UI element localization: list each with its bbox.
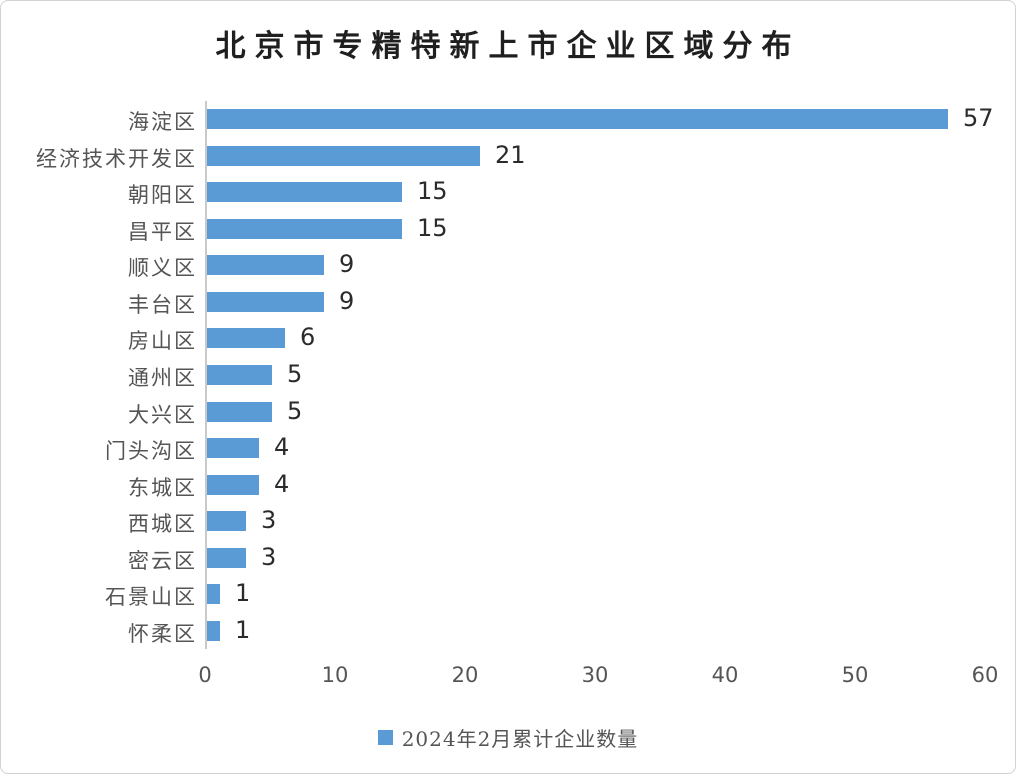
value-label: 1 [235, 579, 251, 608]
category-label: 大兴区 [128, 402, 197, 427]
bar [207, 109, 948, 130]
chart-title: 北京市专精特新上市企业区域分布 [215, 29, 801, 64]
category-label: 海淀区 [128, 110, 197, 135]
value-label: 3 [261, 542, 277, 571]
value-label: 1 [235, 615, 251, 644]
bar [207, 584, 220, 605]
category-label: 顺义区 [128, 256, 197, 281]
bar [207, 364, 272, 385]
category-label: 密云区 [128, 548, 197, 573]
category-label: 房山区 [128, 329, 197, 354]
category-label: 石景山区 [105, 585, 197, 610]
y-axis-line [205, 101, 207, 649]
bar [207, 547, 246, 568]
bar [207, 474, 259, 495]
bar [207, 255, 324, 276]
bar [207, 511, 246, 532]
legend-swatch-icon [377, 730, 393, 745]
value-label: 9 [339, 250, 355, 279]
category-label: 丰台区 [128, 292, 197, 317]
value-label: 15 [417, 213, 448, 242]
category-label: 朝阳区 [128, 183, 197, 208]
x-tick-label: 0 [198, 663, 212, 687]
bar [207, 401, 272, 422]
value-label: 5 [287, 396, 303, 425]
category-label: 东城区 [128, 475, 197, 500]
x-tick-label: 60 [971, 663, 999, 687]
x-tick-label: 30 [581, 663, 609, 687]
value-label: 15 [417, 177, 448, 206]
category-label: 怀柔区 [128, 621, 197, 646]
x-tick-label: 40 [711, 663, 739, 687]
legend: 2024年2月累计企业数量 [1, 723, 1015, 752]
value-label: 4 [274, 469, 290, 498]
x-tick-label: 10 [321, 663, 349, 687]
value-label: 5 [287, 359, 303, 388]
category-label: 经济技术开发区 [36, 146, 197, 171]
bar [207, 291, 324, 312]
x-tick-label: 20 [451, 663, 479, 687]
x-tick-label: 50 [841, 663, 869, 687]
legend-label: 2024年2月累计企业数量 [401, 727, 639, 751]
category-label: 西城区 [128, 512, 197, 537]
category-label: 通州区 [128, 365, 197, 390]
bar [207, 182, 402, 203]
value-label: 9 [339, 286, 355, 315]
category-label: 门头沟区 [105, 439, 197, 464]
bar [207, 328, 285, 349]
bar [207, 218, 402, 239]
value-label: 3 [261, 506, 277, 535]
value-label: 4 [274, 433, 290, 462]
value-label: 21 [495, 140, 526, 169]
value-label: 57 [963, 104, 994, 133]
value-label: 6 [300, 323, 316, 352]
bar [207, 620, 220, 641]
category-label: 昌平区 [128, 219, 197, 244]
bar [207, 145, 480, 166]
bar [207, 438, 259, 459]
